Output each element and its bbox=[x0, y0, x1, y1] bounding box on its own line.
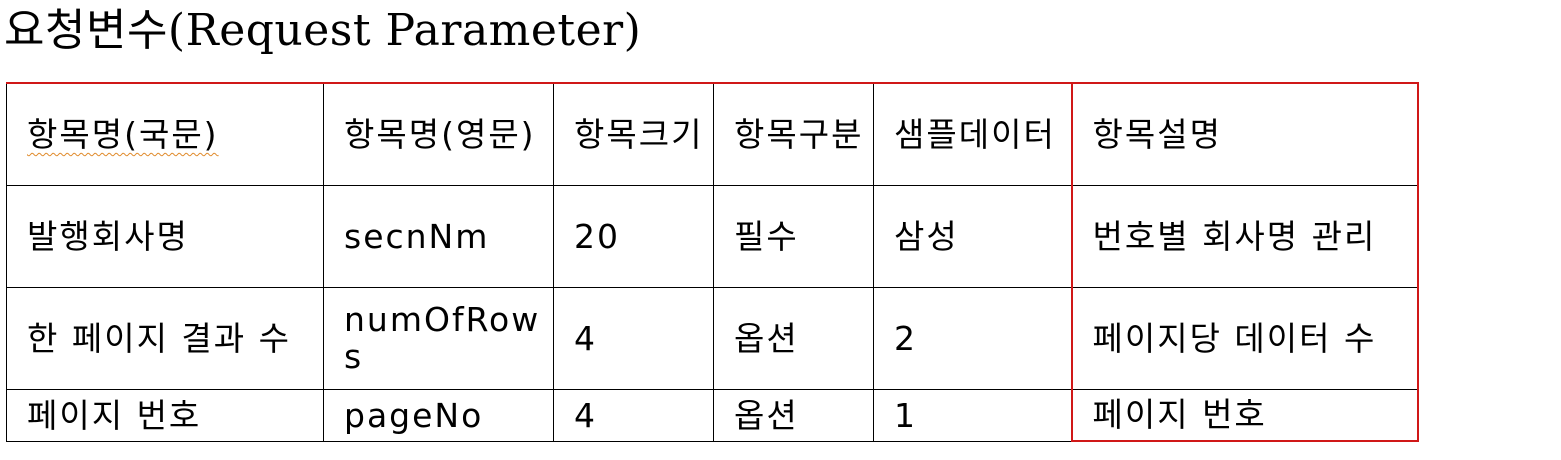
table-header-row: 항목명(국문) 항목명(영문) 항목크기 항목구분 샘플데이터 항목설명 bbox=[6, 82, 1419, 186]
table-cell: secnNm bbox=[323, 184, 554, 288]
page-title: 요청변수(Request Parameter) bbox=[4, 5, 642, 56]
table-cell: 한 페이지 결과 수 bbox=[6, 286, 324, 390]
table-cell-description: 번호별 회사명 관리 bbox=[1070, 184, 1419, 288]
table-row: 페이지 번호 pageNo 4 옵션 1 페이지 번호 bbox=[6, 388, 1419, 442]
table-cell: 4 bbox=[553, 388, 714, 442]
table-cell: 옵션 bbox=[713, 286, 874, 390]
header-cell-sample: 샘플데이터 bbox=[873, 82, 1072, 186]
table-cell: 2 bbox=[873, 286, 1072, 390]
header-cell-english-name: 항목명(영문) bbox=[323, 82, 554, 186]
table-cell: pageNo bbox=[323, 388, 554, 442]
header-cell-size: 항목크기 bbox=[553, 82, 714, 186]
request-parameter-table: 항목명(국문) 항목명(영문) 항목크기 항목구분 샘플데이터 항목설명 발행회… bbox=[6, 82, 1419, 442]
header-cell-korean-name: 항목명(국문) bbox=[6, 82, 324, 186]
table-cell: 1 bbox=[873, 388, 1072, 442]
table-cell: numOfRows bbox=[323, 286, 554, 390]
table-cell: 20 bbox=[553, 184, 714, 288]
table-cell: 4 bbox=[553, 286, 714, 390]
table-row: 발행회사명 secnNm 20 필수 삼성 번호별 회사명 관리 bbox=[6, 184, 1419, 288]
table-cell-description: 페이지당 데이터 수 bbox=[1070, 286, 1419, 390]
header-korean-name-text: 항목명(국문) bbox=[27, 114, 219, 154]
table-cell: 필수 bbox=[713, 184, 874, 288]
header-cell-type: 항목구분 bbox=[713, 82, 874, 186]
table-cell: 발행회사명 bbox=[6, 184, 324, 288]
table-cell: 옵션 bbox=[713, 388, 874, 442]
table-cell: 페이지 번호 bbox=[6, 388, 324, 442]
table-row: 한 페이지 결과 수 numOfRows 4 옵션 2 페이지당 데이터 수 bbox=[6, 286, 1419, 390]
table-cell-description: 페이지 번호 bbox=[1070, 388, 1419, 442]
header-cell-description: 항목설명 bbox=[1070, 82, 1419, 186]
table-cell: 삼성 bbox=[873, 184, 1072, 288]
